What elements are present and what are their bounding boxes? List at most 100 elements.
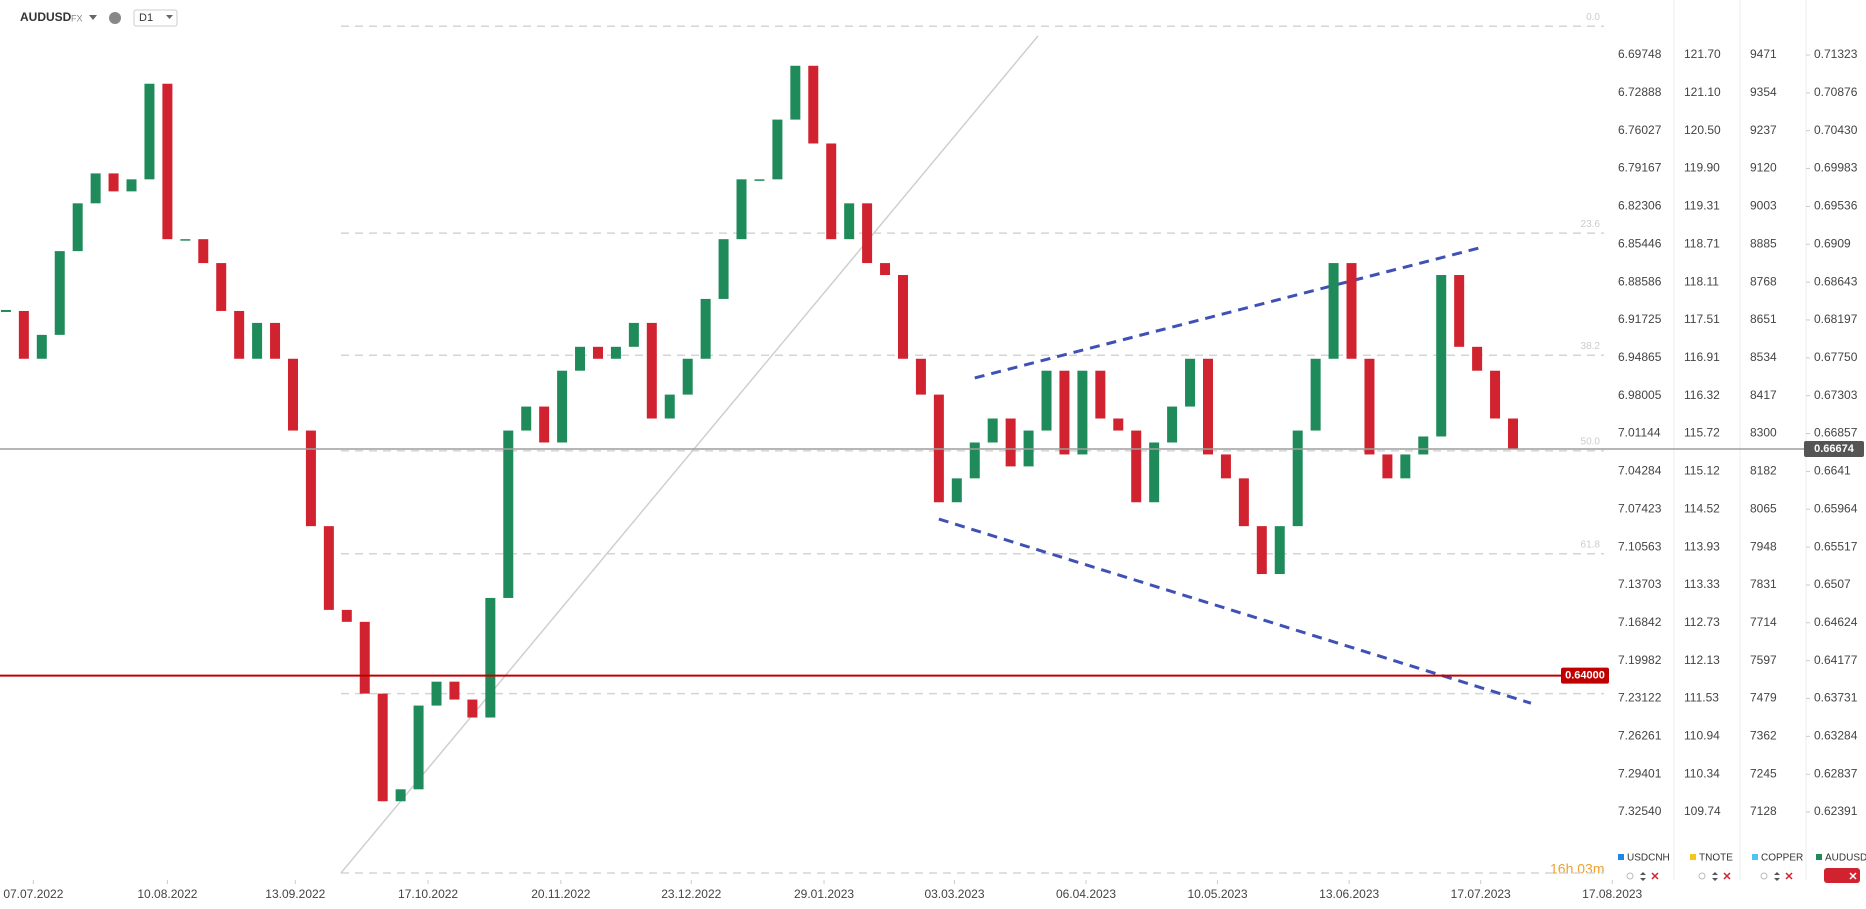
candle	[1472, 346, 1483, 371]
axis-label: 116.91	[1684, 350, 1720, 364]
axis-label: 118.71	[1684, 236, 1720, 250]
y-tick-label: 0.62837	[1814, 766, 1858, 780]
axis-label: 7.26261	[1618, 729, 1662, 743]
legend-label[interactable]: COPPER	[1761, 853, 1803, 864]
fib-label: 0.0	[1586, 12, 1600, 23]
y-tick-label: 0.68643	[1814, 274, 1858, 288]
trendline[interactable]	[938, 517, 1532, 705]
trendline[interactable]	[340, 35, 1039, 874]
axis-label: 116.32	[1684, 388, 1720, 402]
y-tick-label: 0.6641	[1814, 464, 1851, 478]
axis-label: 121.70	[1684, 47, 1721, 61]
candle	[718, 239, 729, 299]
axis-label: 7128	[1750, 804, 1777, 818]
price-label-box	[1804, 441, 1864, 458]
remove-icon[interactable]	[1723, 872, 1731, 880]
axis-label: 8651	[1750, 312, 1777, 326]
interval-arrow	[166, 15, 173, 19]
remove-icon[interactable]	[1785, 872, 1793, 880]
candle	[0, 309, 11, 312]
y-tick-label: 0.69983	[1814, 161, 1858, 175]
axis-label: 111.53	[1684, 691, 1719, 705]
axis-label: 113.33	[1684, 577, 1720, 591]
candle	[413, 705, 424, 790]
candle	[1005, 418, 1016, 467]
candle	[449, 681, 460, 700]
y-tick-label: 0.66857	[1814, 426, 1858, 440]
axis-label: 8182	[1750, 464, 1777, 478]
candle	[897, 275, 908, 359]
candle	[90, 173, 101, 204]
axis-label: 6.98005	[1618, 388, 1662, 402]
x-tick-label: 13.06.2023	[1319, 887, 1379, 901]
candle	[772, 119, 783, 180]
candle	[252, 322, 263, 359]
visibility-icon[interactable]	[1626, 872, 1634, 880]
axis-label: 9471	[1750, 47, 1777, 61]
axis-label: 121.10	[1684, 85, 1721, 99]
candle	[610, 346, 621, 359]
candle	[18, 310, 29, 359]
remove-icon[interactable]	[1651, 872, 1659, 880]
price-label: 0.64000	[1565, 670, 1605, 682]
legend-swatch	[1816, 854, 1822, 860]
axis-label: 7.23122	[1618, 691, 1662, 705]
candle	[951, 478, 962, 503]
y-tick-label: 0.63731	[1814, 691, 1858, 705]
order-icon[interactable]	[1712, 872, 1718, 881]
legend-label[interactable]: AUDUSD	[1825, 853, 1866, 864]
candle	[323, 526, 334, 610]
candle	[162, 83, 173, 240]
fib-label: 38.2	[1581, 341, 1601, 352]
y-tick-label: 0.6909	[1814, 236, 1851, 250]
x-tick-label: 06.04.2023	[1056, 887, 1116, 901]
candle	[359, 621, 370, 694]
candle	[754, 179, 765, 181]
visibility-icon[interactable]	[1760, 872, 1768, 880]
legend-label[interactable]: USDCNH	[1627, 853, 1670, 864]
axis-label: 7.13703	[1618, 577, 1662, 591]
dropdown-arrow[interactable]	[89, 15, 97, 20]
axis-label: 117.51	[1684, 312, 1720, 326]
candle	[1418, 436, 1429, 455]
x-tick-label: 23.12.2022	[661, 887, 721, 901]
candle	[485, 597, 496, 718]
order-icon[interactable]	[1640, 872, 1646, 881]
y-tick-label: 0.67750	[1814, 350, 1858, 364]
info-icon[interactable]	[109, 12, 121, 24]
axis-label: 112.13	[1684, 653, 1720, 667]
legend-label[interactable]: TNOTE	[1699, 853, 1733, 864]
remove-box[interactable]	[1824, 868, 1860, 883]
candle	[969, 442, 980, 479]
axis-label: 110.34	[1684, 766, 1720, 780]
market: FX	[71, 13, 83, 23]
trendline[interactable]	[974, 246, 1482, 380]
candle	[646, 322, 657, 419]
fib-label: 61.8	[1581, 539, 1601, 550]
candle	[1077, 370, 1088, 455]
candle	[1185, 358, 1196, 407]
x-tick-label: 13.09.2022	[265, 887, 325, 901]
axis-label: 7.04284	[1618, 464, 1662, 478]
candle	[1238, 478, 1249, 527]
visibility-icon[interactable]	[1698, 872, 1706, 880]
axis-label: 120.50	[1684, 123, 1721, 137]
order-icon[interactable]	[1774, 872, 1780, 881]
interval-box[interactable]	[133, 9, 178, 27]
candle	[1454, 275, 1465, 347]
header: AUDUSD FX D1	[20, 9, 178, 27]
candle	[682, 358, 693, 395]
y-tick-label: 0.64177	[1814, 653, 1858, 667]
interval[interactable]: D1	[139, 12, 153, 24]
candle	[1113, 418, 1124, 431]
candle	[1274, 526, 1285, 575]
axis-label: 110.94	[1684, 729, 1720, 743]
symbol[interactable]: AUDUSD	[20, 10, 72, 24]
remove-icon[interactable]	[1849, 872, 1857, 880]
axis-label: 7479	[1750, 691, 1777, 705]
candle	[1328, 263, 1339, 359]
axis-label: 6.94865	[1618, 350, 1662, 364]
candle	[736, 179, 747, 240]
candle	[305, 430, 316, 527]
y-tick-label: 0.70876	[1814, 85, 1858, 99]
